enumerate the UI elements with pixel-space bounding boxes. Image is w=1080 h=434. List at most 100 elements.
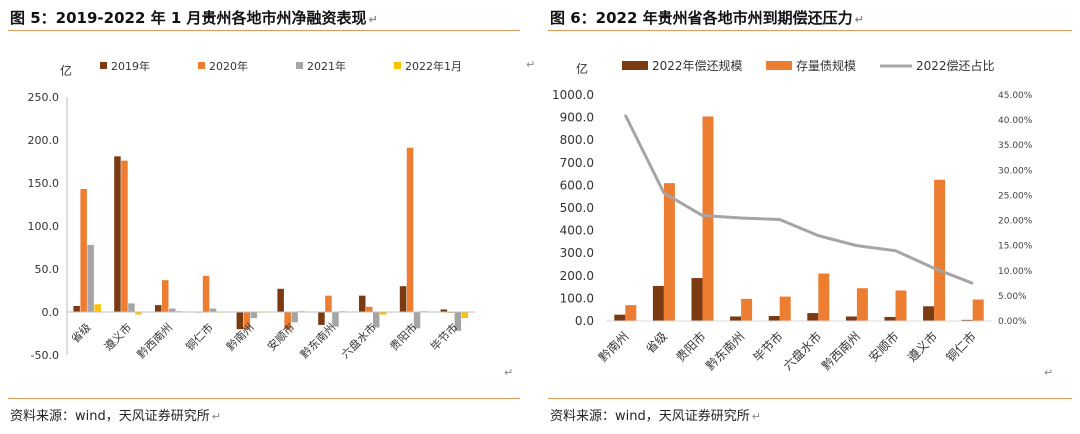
left-bar-1	[359, 295, 366, 312]
left-panel: 图 5：2019-2022 年 1 月贵州各地市州净融资表现 ↵ 亿 -50.0 0.…	[0, 0, 528, 434]
right-ratio-line	[623, 114, 974, 285]
left-category-label: 黔东南州	[297, 320, 338, 361]
left-bottom-rule	[8, 398, 520, 399]
right-ratio-point	[971, 282, 974, 285]
right-ratio-point	[624, 114, 627, 116]
left-y-tick-label: 150.0	[28, 177, 60, 190]
left-category-label: 铜仁市	[183, 320, 216, 353]
left-category-label: 安顺市	[264, 320, 297, 353]
right-bar-2	[895, 290, 907, 321]
right-bar-2	[934, 179, 946, 321]
left-legend-label: 2022年1月	[405, 59, 462, 73]
left-bar-4	[135, 312, 142, 315]
right-bar-1	[652, 285, 664, 321]
left-bar-3	[454, 312, 462, 331]
right-y-tick-label: 400.0	[560, 224, 594, 238]
right-y2-tick-label: 45.00%	[998, 91, 1033, 101]
right-source-note: 资料来源：wind，天风证券研究所 ↵	[550, 409, 761, 424]
left-bar-3	[332, 312, 339, 327]
right-category-label: 六盘水市	[780, 329, 825, 374]
left-bar-1	[73, 305, 80, 312]
left-bar-3	[413, 312, 421, 329]
right-y2-tick-label: 40.00%	[998, 116, 1033, 126]
left-bar-1	[440, 309, 448, 312]
left-legend-swatch	[394, 62, 401, 69]
left-bar-1	[399, 286, 407, 312]
right-y-tick-label: 500.0	[560, 201, 594, 215]
left-legend-swatch	[100, 62, 107, 69]
left-bar-4	[461, 312, 469, 319]
right-bar-2	[779, 296, 791, 321]
right-bar-1	[961, 319, 973, 321]
right-y2-tick-label: 20.00%	[998, 217, 1033, 227]
left-y-tick-label: 200.0	[28, 134, 60, 147]
right-category-label: 安顺市	[866, 329, 902, 365]
left-bar-2	[162, 280, 169, 312]
left-bar-2	[80, 189, 87, 312]
right-bar-2	[702, 116, 714, 321]
right-bar-1	[884, 316, 896, 321]
left-legend-label: 2021年	[307, 59, 346, 73]
right-legend-label: 存量债规模	[796, 58, 856, 73]
left-bar-1	[236, 312, 244, 330]
left-bar-1	[155, 305, 162, 312]
left-y-unit-label: 亿	[60, 63, 72, 78]
right-y2-tick-label: 5.00%	[998, 292, 1027, 302]
right-return-mark: ↵	[1044, 366, 1054, 379]
left-bar-3	[373, 312, 380, 328]
right-bar-2	[972, 299, 984, 321]
right-bar-2	[741, 298, 753, 321]
right-ratio-point	[778, 218, 781, 221]
left-y-tick-label: 250.0	[28, 91, 60, 104]
left-bar-1	[114, 156, 121, 312]
left-bar-3	[169, 308, 176, 312]
left-bar-3	[250, 312, 258, 319]
left-bar-1	[318, 312, 325, 325]
left-source-note: 资料来源：wind，天风证券研究所 ↵	[10, 409, 221, 424]
right-bar-2	[663, 183, 675, 321]
right-y-tick-label: 0.0	[575, 314, 594, 328]
right-bar-1	[807, 313, 819, 321]
right-bar-1	[691, 278, 703, 321]
right-bar-1	[614, 314, 626, 321]
left-bar-3	[209, 308, 217, 312]
left-bar-2	[243, 312, 251, 330]
right-bar-2	[625, 305, 637, 321]
left-bar-2	[202, 275, 210, 312]
left-category-label: 六盘水市	[338, 320, 379, 361]
left-bar-4	[380, 312, 387, 315]
left-bar-3	[128, 303, 135, 312]
right-y2-tick-label: 10.00%	[998, 267, 1033, 277]
right-top-rule	[548, 30, 1072, 31]
right-y-tick-label: 200.0	[560, 269, 594, 283]
right-ratio-point	[817, 234, 820, 237]
left-category-label: 省级	[69, 321, 94, 346]
right-y-tick-label: 1000.0	[552, 88, 594, 102]
left-bar-3	[291, 312, 298, 323]
left-bar-2	[406, 147, 414, 312]
right-ratio-point	[856, 244, 858, 247]
right-bar-2	[818, 273, 830, 321]
left-y-tick-label: 100.0	[28, 220, 60, 233]
right-legend-label: 2022年偿还规模	[652, 58, 743, 73]
left-category-label: 黔西南州	[134, 320, 175, 361]
right-y2-tick-label: 35.00%	[998, 141, 1033, 151]
right-y-tick-label: 800.0	[560, 133, 594, 147]
left-chart-title: 图 5：2019-2022 年 1 月贵州各地市州净融资表现 ↵	[10, 9, 378, 27]
right-panel: 图 6：2022 年贵州省各地市州到期偿还压力 ↵ 亿 0.0 100.0 200.0 3…	[526, 0, 1080, 434]
left-bar-2	[325, 295, 332, 312]
right-y-tick-label: 600.0	[560, 178, 594, 192]
right-category-label: 黔西南州	[818, 329, 863, 374]
left-bar-1	[277, 288, 284, 312]
right-category-label: 铜仁市	[943, 329, 979, 365]
right-bar-1	[768, 316, 780, 321]
right-ratio-point	[933, 267, 935, 270]
right-ratio-point	[894, 249, 897, 252]
left-bar-4	[94, 304, 101, 312]
right-y2-tick-label: 30.00%	[998, 166, 1033, 176]
right-category-label: 黔东南州	[703, 329, 748, 374]
left-y-tick-label: 0.0	[42, 306, 60, 319]
right-y2-tick-label: 25.00%	[998, 191, 1033, 201]
right-y-tick-label: 700.0	[560, 156, 594, 170]
right-bar-1	[845, 316, 857, 321]
